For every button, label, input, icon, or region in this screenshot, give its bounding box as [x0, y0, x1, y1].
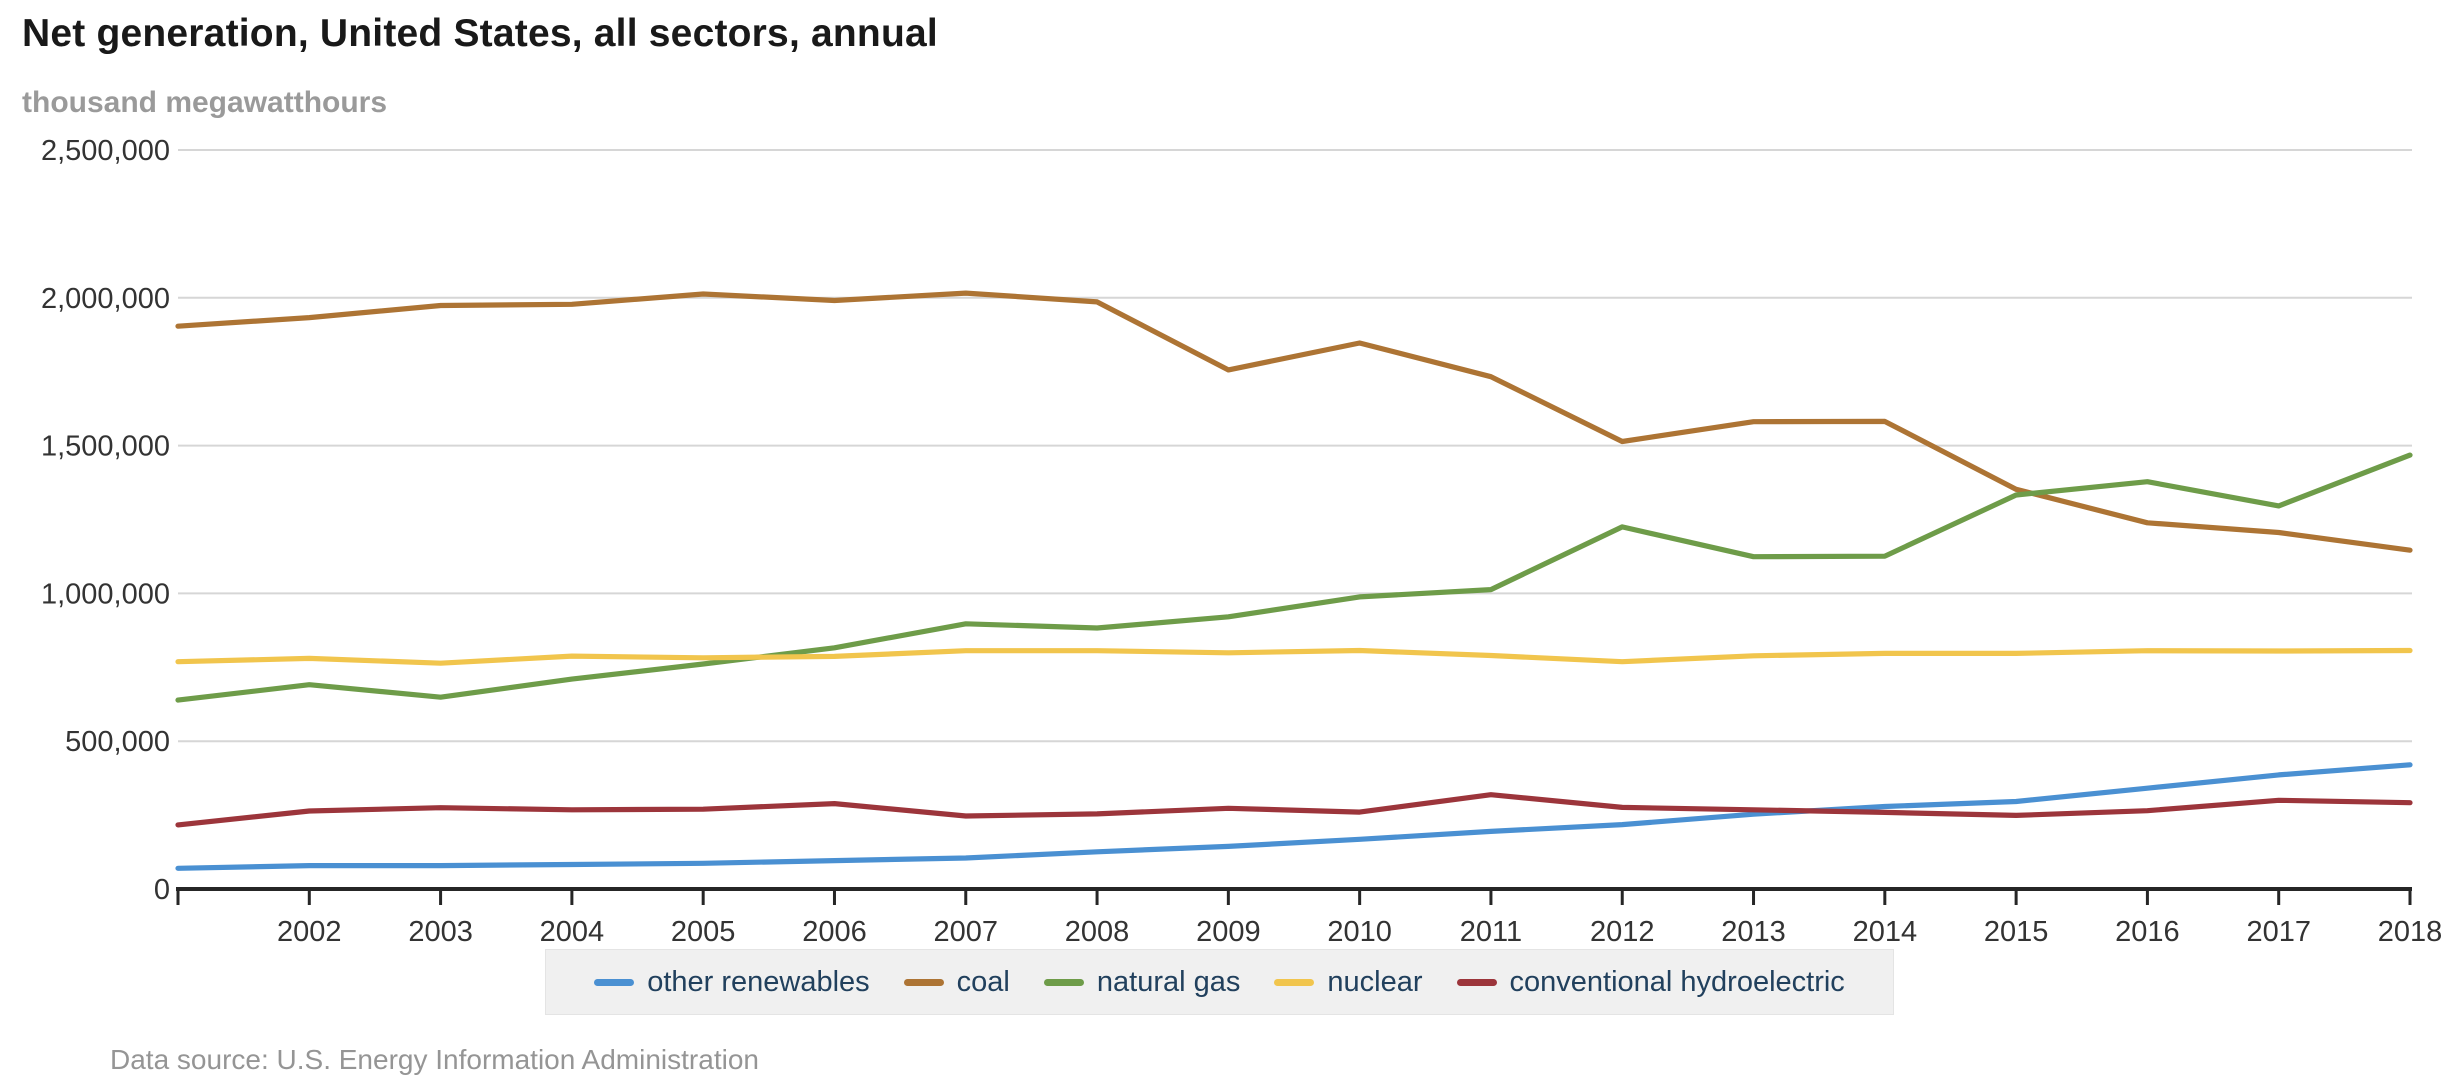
- x-axis-tick-label: 2002: [277, 916, 342, 948]
- x-axis-tick-label: 2008: [1065, 916, 1130, 948]
- x-axis-tick-label: 2011: [1460, 916, 1522, 948]
- y-axis-tick-label: 0: [154, 874, 170, 906]
- legend-dash-icon: [1043, 978, 1084, 986]
- y-axis-tick-label: 1,000,000: [41, 578, 170, 610]
- y-axis-tick-label: 2,000,000: [41, 283, 170, 315]
- y-axis-tick-label: 2,500,000: [41, 135, 170, 167]
- legend-item-natural-gas[interactable]: natural gas: [1043, 965, 1241, 999]
- x-axis-tick-label: 2005: [671, 916, 736, 948]
- x-axis-tick-label: 2012: [1590, 916, 1655, 948]
- legend-dash-icon: [594, 978, 635, 986]
- chart-legend: other renewables coal natural gas nuclear co…: [545, 949, 1894, 1015]
- legend-label: coal: [956, 965, 1010, 998]
- legend-item-conventional-hydroelectric[interactable]: conventional hydroelectric: [1456, 965, 1845, 999]
- legend-dash-icon: [903, 978, 944, 986]
- x-axis-tick-label: 2016: [2115, 916, 2180, 948]
- series-line-conventional-hydroelectric: [175, 792, 2413, 828]
- chart-title: Net generation, United States, all secto…: [22, 12, 938, 55]
- chart-unit-label: thousand megawatthours: [22, 86, 388, 119]
- legend-dash-icon: [1456, 978, 1497, 986]
- x-axis-tick-label: 2009: [1196, 916, 1261, 948]
- legend-dash-icon: [1274, 978, 1315, 986]
- legend-item-nuclear[interactable]: nuclear: [1274, 965, 1423, 999]
- legend-label: other renewables: [647, 965, 870, 998]
- series-line-coal: [175, 290, 2413, 553]
- legend-label: conventional hydroelectric: [1509, 965, 1845, 998]
- x-axis-tick-label: 2013: [1721, 916, 1786, 948]
- y-axis-tick-label: 500,000: [65, 726, 170, 758]
- legend-label: natural gas: [1096, 965, 1241, 998]
- x-axis-tick-label: 2010: [1327, 916, 1392, 948]
- legend-item-coal[interactable]: coal: [903, 965, 1010, 999]
- x-axis-tick-label: 2007: [934, 916, 999, 948]
- x-axis-tick-label: 2014: [1853, 916, 1918, 948]
- series-line-other-renewables: [175, 762, 2413, 871]
- x-axis-tick-label: 2003: [408, 916, 473, 948]
- x-axis-tick-label: 2015: [1984, 916, 2049, 948]
- x-axis-tick-label: 2018: [2378, 916, 2443, 948]
- data-source-note: Data source: U.S. Energy Information Adm…: [110, 1044, 759, 1075]
- series-line-nuclear: [175, 647, 2413, 666]
- x-axis-tick-label: 2017: [2246, 916, 2311, 948]
- series-line-natural-gas: [175, 452, 2413, 703]
- legend-item-other-renewables[interactable]: other renewables: [594, 965, 870, 999]
- x-axis-tick-label: 2004: [540, 916, 605, 948]
- x-axis-tick-label: 2006: [802, 916, 867, 948]
- y-axis-tick-label: 1,500,000: [41, 431, 170, 463]
- legend-label: nuclear: [1327, 965, 1423, 998]
